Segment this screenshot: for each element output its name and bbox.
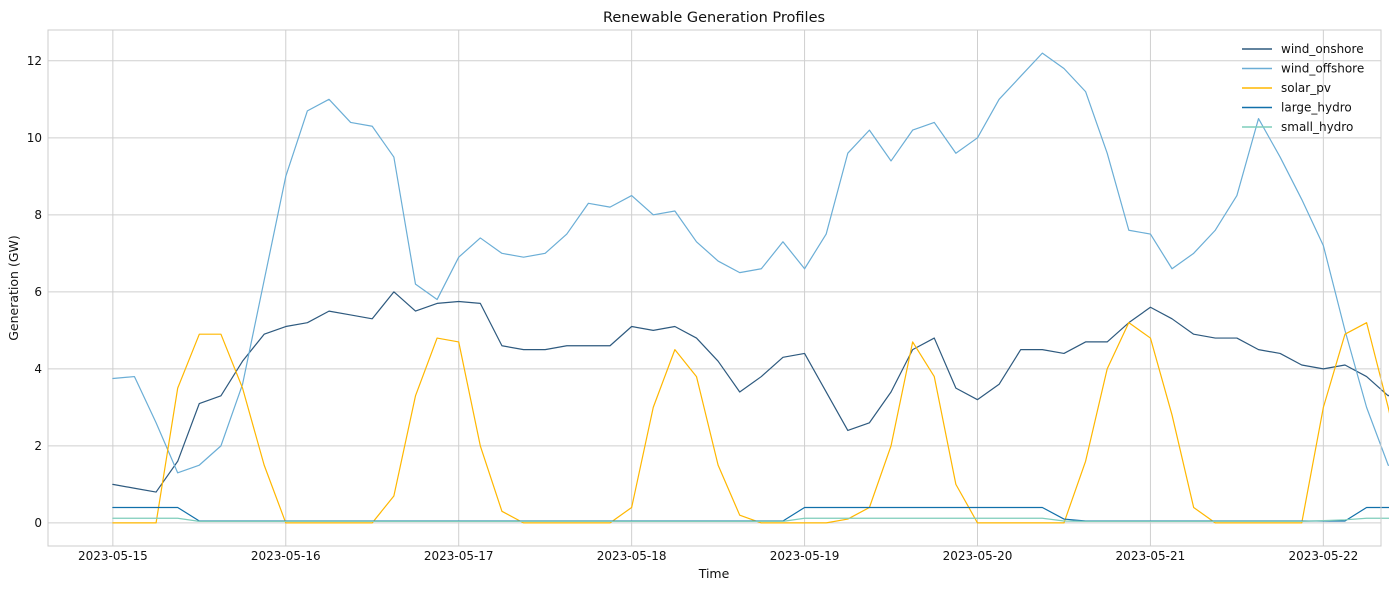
series-layer [112,52,1389,524]
y-tick-label: 2 [34,439,42,453]
legend-label: large_hydro [1281,101,1352,115]
legend-label: wind_onshore [1281,42,1364,56]
y-tick-label: 10 [27,131,42,145]
series-line-small-hydro [112,517,1389,522]
y-tick-labels: 0 2 4 6 8 10 12 [27,54,42,530]
y-tick-label: 8 [34,208,42,222]
legend-label: wind_offshore [1281,62,1364,76]
grid-lines [48,30,1381,546]
x-tick-label: 2023-05-16 [251,549,321,563]
x-axis-label: Time [698,566,730,581]
x-tick-labels: 2023-05-15 2023-05-16 2023-05-17 2023-05-18… [78,549,1358,563]
y-axis-label: Generation (GW) [6,235,21,341]
legend: wind_onshore wind_offshore solar_pv large_h… [1242,42,1364,134]
x-tick-label: 2023-05-15 [78,549,148,563]
x-tick-label: 2023-05-19 [770,549,840,563]
series-line-solar-pv [112,322,1389,524]
y-tick-label: 12 [27,54,42,68]
y-tick-label: 4 [34,362,42,376]
legend-label: solar_pv [1281,81,1331,95]
series-line-wind-offshore [112,52,1389,474]
series-line-wind-onshore [112,291,1389,493]
x-tick-label: 2023-05-20 [943,549,1013,563]
plot-area-frame [47,29,1382,547]
chart-title: Renewable Generation Profiles [603,10,825,26]
x-tick-label: 2023-05-18 [597,549,667,563]
legend-label: small_hydro [1281,120,1353,134]
x-tick-label: 2023-05-21 [1116,549,1186,563]
y-tick-label: 6 [34,285,42,299]
x-tick-label: 2023-05-22 [1288,549,1358,563]
y-tick-label: 0 [34,516,42,530]
x-tick-label: 2023-05-17 [424,549,494,563]
